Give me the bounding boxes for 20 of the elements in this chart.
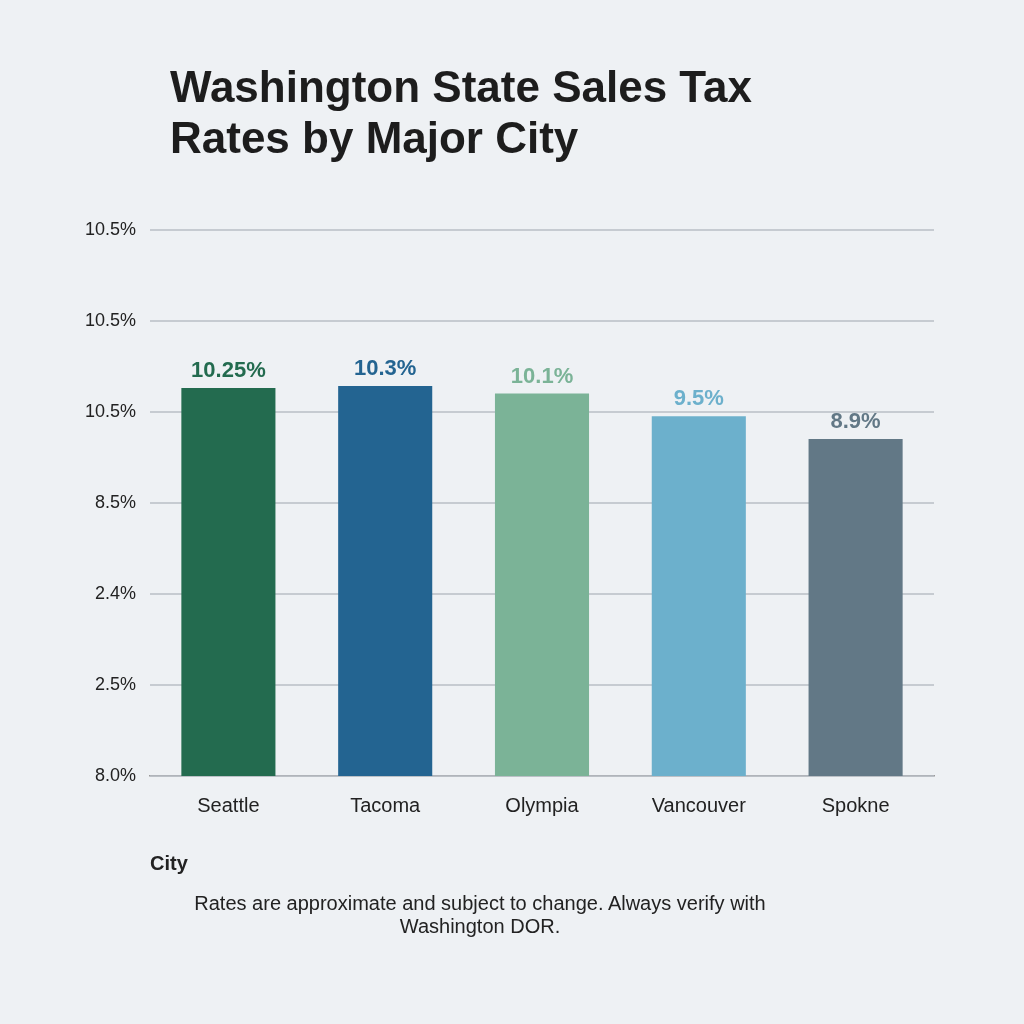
x-tick-label: Vancouver — [651, 793, 747, 816]
text: 8.5% — [94, 491, 136, 512]
x-tick-label: Tacoma — [350, 793, 422, 816]
text: Rates are approximate and subject to change. Always verify with Washington DOR. — [193, 892, 767, 938]
text: 10.5% — [84, 309, 136, 330]
data-label: 10.3% — [354, 355, 417, 381]
text: 8.0% — [94, 764, 136, 785]
data-label: 10.1% — [510, 362, 574, 388]
x-tick-label: Spokne — [821, 793, 890, 816]
x-axis-title: City — [150, 851, 189, 874]
chart-title: Washington State Sales Tax Rates by Major City — [170, 62, 753, 164]
data-label: 8.9% — [830, 408, 881, 434]
x-tick-label: Olympia — [505, 793, 580, 816]
x-tick-label: Seattle — [197, 793, 260, 816]
text: 2.4% — [94, 582, 136, 603]
data-label: 9.5% — [673, 385, 724, 411]
text: 2.5% — [94, 673, 136, 694]
text: 10.5% — [84, 218, 136, 239]
data-label: 10.25% — [191, 356, 266, 382]
text: 10.5% — [84, 400, 136, 421]
